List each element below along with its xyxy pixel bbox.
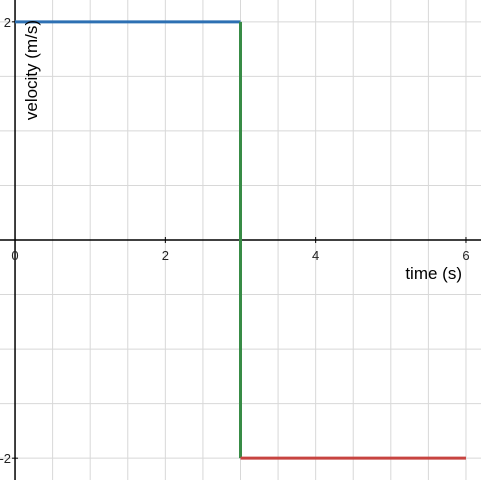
y-tick-label: -2 [0,451,11,466]
x-tick-label: 6 [462,248,469,263]
marks [15,20,466,460]
x-tick-label: 2 [162,248,169,263]
x-tick-label: 4 [312,248,319,263]
x-tick-label: 0 [11,248,18,263]
x-axis-title: time (s) [405,264,462,283]
y-axis-title: velocity (m/s) [22,20,41,120]
y-tick-label: 2 [4,15,11,30]
